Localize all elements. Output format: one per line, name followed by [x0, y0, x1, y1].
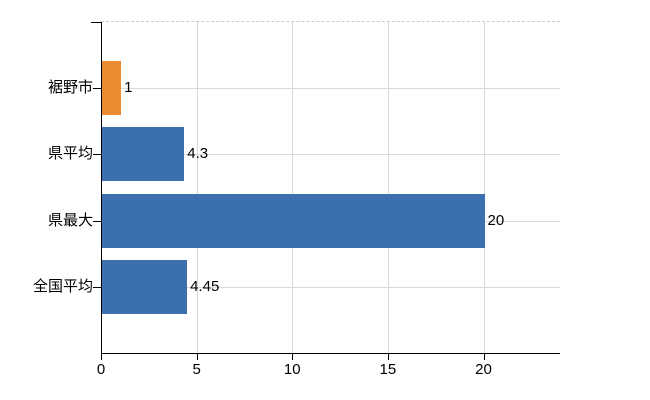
x-axis-tick [483, 354, 485, 360]
bar-value-label: 4.45 [190, 277, 220, 295]
bar-3 [102, 193, 485, 248]
x-tick-label: 15 [379, 361, 397, 378]
x-axis-tick [101, 354, 102, 360]
y-gridline [101, 286, 560, 288]
x-gridline [387, 22, 389, 353]
plot-top-border [101, 21, 560, 22]
x-tick-label: 5 [192, 361, 201, 378]
x-gridline [483, 22, 485, 353]
y-axis-tick [93, 154, 101, 156]
bar-value-label: 1 [124, 79, 133, 97]
y-axis-top-tick [91, 22, 101, 23]
y-axis-tick [93, 286, 101, 288]
bar-1 [102, 61, 122, 116]
y-gridline [101, 154, 560, 156]
x-gridline [292, 22, 294, 353]
x-tick-label: 20 [475, 361, 492, 378]
y-axis-line [101, 22, 102, 353]
bar-value-label: 20 [487, 211, 505, 229]
bar-2 [102, 127, 185, 182]
x-tick-label: 10 [283, 361, 301, 378]
bar-value-label: 4.3 [187, 145, 209, 163]
y-gridline [101, 88, 560, 90]
x-axis-tick [387, 354, 389, 360]
x-gridline [196, 22, 198, 353]
bar-4 [102, 259, 188, 314]
category-label: 裾野市 [47, 79, 93, 97]
x-axis-line [101, 353, 560, 354]
category-label: 県最大 [47, 211, 93, 229]
category-label: 県平均 [47, 145, 93, 163]
y-axis-tick [93, 88, 101, 90]
x-tick-label: 0 [96, 361, 106, 378]
y-axis-tick [93, 220, 101, 222]
category-label: 全国平均 [32, 277, 93, 295]
x-axis-tick [196, 354, 198, 360]
x-axis-tick [292, 354, 294, 360]
